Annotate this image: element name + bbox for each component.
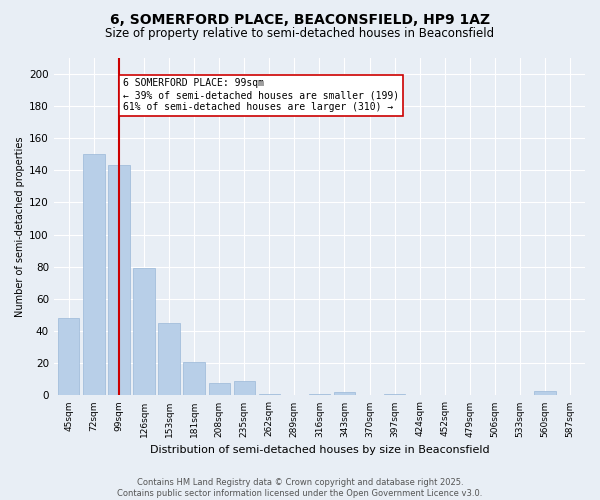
- Text: Contains HM Land Registry data © Crown copyright and database right 2025.
Contai: Contains HM Land Registry data © Crown c…: [118, 478, 482, 498]
- Bar: [384, 394, 405, 396]
- Bar: [108, 166, 130, 396]
- Bar: [184, 362, 205, 396]
- Text: 6, SOMERFORD PLACE, BEACONSFIELD, HP9 1AZ: 6, SOMERFORD PLACE, BEACONSFIELD, HP9 1A…: [110, 12, 490, 26]
- X-axis label: Distribution of semi-detached houses by size in Beaconsfield: Distribution of semi-detached houses by …: [149, 445, 489, 455]
- Bar: [259, 394, 280, 396]
- Text: 6 SOMERFORD PLACE: 99sqm
← 39% of semi-detached houses are smaller (199)
61% of : 6 SOMERFORD PLACE: 99sqm ← 39% of semi-d…: [122, 78, 399, 112]
- Text: Size of property relative to semi-detached houses in Beaconsfield: Size of property relative to semi-detach…: [106, 28, 494, 40]
- Bar: [133, 268, 155, 396]
- Bar: [334, 392, 355, 396]
- Bar: [309, 394, 330, 396]
- Bar: [158, 323, 179, 396]
- Bar: [534, 390, 556, 396]
- Y-axis label: Number of semi-detached properties: Number of semi-detached properties: [15, 136, 25, 316]
- Bar: [209, 382, 230, 396]
- Bar: [233, 381, 255, 396]
- Bar: [58, 318, 79, 396]
- Bar: [83, 154, 104, 396]
